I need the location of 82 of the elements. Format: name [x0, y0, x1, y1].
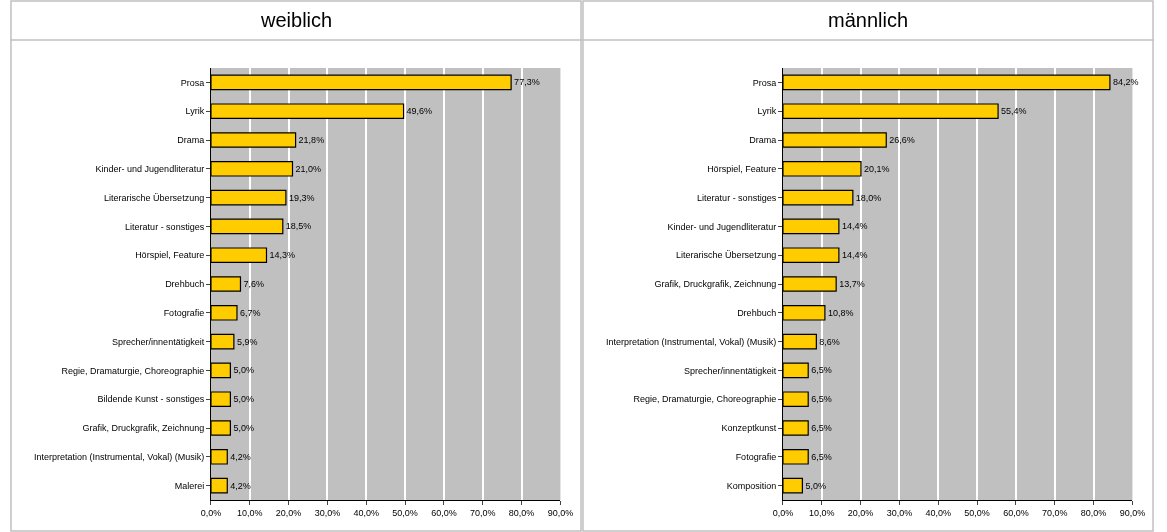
- y-tick-label: Drehbuch: [165, 279, 205, 290]
- x-tick-label: 10,0%: [237, 507, 263, 518]
- x-tick-label: 40,0%: [353, 507, 380, 518]
- data-label: 18,0%: [855, 192, 882, 203]
- x-tick-label: 50,0%: [392, 507, 418, 518]
- y-tick-label: Malerei: [174, 480, 205, 491]
- data-label: 21,0%: [295, 163, 322, 174]
- y-tick-label: Regie, Dramaturgie, Choreographie: [61, 365, 205, 376]
- data-label: 18,5%: [285, 221, 312, 232]
- data-label: 7,6%: [243, 279, 264, 289]
- y-tick-label: Grafik, Druckgrafik, Zeichnung: [82, 423, 205, 434]
- data-label: 6,5%: [811, 365, 832, 376]
- data-label: 14,4%: [841, 250, 868, 261]
- y-tick-label: Fotografie: [163, 307, 205, 318]
- x-tick-label: 90,0%: [1119, 507, 1146, 518]
- x-tick-label: 80,0%: [1080, 507, 1107, 518]
- data-label: 20,1%: [864, 163, 890, 174]
- y-tick-label: Konzeptkunst: [721, 423, 777, 434]
- y-tick-label: Literatur - sonstiges: [697, 192, 777, 203]
- chart-title: weiblich: [260, 9, 333, 31]
- y-tick-label: Grafik, Druckgrafik, Zeichnung: [654, 279, 777, 290]
- data-label: 4,2%: [230, 451, 251, 462]
- data-label: 5,0%: [233, 365, 254, 376]
- y-tick-label: Fotografie: [735, 451, 777, 462]
- x-tick-label: 0,0%: [200, 507, 222, 518]
- y-tick-label: Prosa: [752, 77, 777, 88]
- y-tick-label: Interpretation (Instrumental, Vokal) (Musik): [606, 336, 777, 347]
- chart-title: männlich: [828, 9, 909, 31]
- x-tick-label: 90,0%: [547, 507, 574, 518]
- data-label: 13,7%: [839, 279, 865, 289]
- y-tick-label: Hörspiel, Feature: [707, 163, 777, 174]
- x-tick-label: 20,0%: [847, 507, 874, 518]
- x-tick-label: 60,0%: [1003, 507, 1029, 518]
- data-label: 5,9%: [236, 336, 258, 347]
- x-tick-label: 0,0%: [772, 507, 794, 518]
- data-label: 10,8%: [827, 307, 854, 318]
- y-tick-label: Literarische Übersetzung: [104, 192, 205, 203]
- data-label: 6,5%: [811, 423, 832, 433]
- data-label: 6,7%: [239, 307, 261, 318]
- data-label: 77,3%: [514, 77, 540, 88]
- data-label: 49,6%: [406, 106, 433, 117]
- y-tick-label: Drama: [177, 135, 205, 146]
- data-label: 21,8%: [298, 135, 325, 145]
- data-label: 84,2%: [1112, 77, 1139, 88]
- y-tick-label: Lyrik: [185, 106, 205, 117]
- y-tick-label: Sprecher/innentätigkeit: [684, 365, 777, 376]
- x-tick-label: 30,0%: [314, 507, 341, 518]
- x-tick-label: 40,0%: [925, 507, 952, 518]
- data-label: 26,6%: [889, 135, 915, 145]
- x-tick-label: 70,0%: [470, 507, 496, 518]
- y-tick-label: Drehbuch: [737, 307, 777, 318]
- data-label: 5,0%: [233, 394, 254, 405]
- y-tick-label: Bildende Kunst - sonstiges: [97, 394, 205, 405]
- data-label: 55,4%: [1001, 106, 1027, 117]
- data-label: 6,5%: [811, 394, 832, 405]
- data-label: 14,3%: [269, 250, 296, 261]
- data-label: 8,6%: [819, 336, 840, 347]
- y-tick-label: Literatur - sonstiges: [125, 221, 205, 232]
- x-tick-label: 30,0%: [886, 507, 913, 518]
- x-tick-label: 80,0%: [508, 507, 535, 518]
- data-label: 6,5%: [811, 451, 832, 462]
- y-tick-label: Interpretation (Instrumental, Vokal) (Musik): [34, 451, 205, 462]
- y-tick-label: Kinder- und Jugendliteratur: [95, 163, 205, 174]
- x-tick-label: 20,0%: [275, 507, 302, 518]
- data-label: 5,0%: [805, 480, 826, 491]
- x-tick-label: 10,0%: [809, 507, 835, 518]
- x-tick-label: 60,0%: [431, 507, 457, 518]
- data-label: 5,0%: [233, 423, 254, 433]
- y-tick-label: Lyrik: [757, 106, 777, 117]
- y-tick-label: Drama: [749, 135, 777, 146]
- y-tick-label: Prosa: [180, 77, 205, 88]
- data-label: 14,4%: [841, 221, 868, 232]
- y-tick-label: Literarische Übersetzung: [676, 250, 777, 261]
- x-tick-label: 70,0%: [1042, 507, 1068, 518]
- x-tick-label: 50,0%: [964, 507, 990, 518]
- y-tick-label: Regie, Dramaturgie, Choreographie: [633, 394, 777, 405]
- data-label: 19,3%: [288, 192, 315, 203]
- data-label: 4,2%: [230, 480, 251, 491]
- y-tick-label: Hörspiel, Feature: [135, 250, 205, 261]
- y-tick-label: Komposition: [726, 480, 777, 491]
- y-tick-label: Kinder- und Jugendliteratur: [667, 221, 777, 232]
- y-tick-label: Sprecher/innentätigkeit: [112, 336, 205, 347]
